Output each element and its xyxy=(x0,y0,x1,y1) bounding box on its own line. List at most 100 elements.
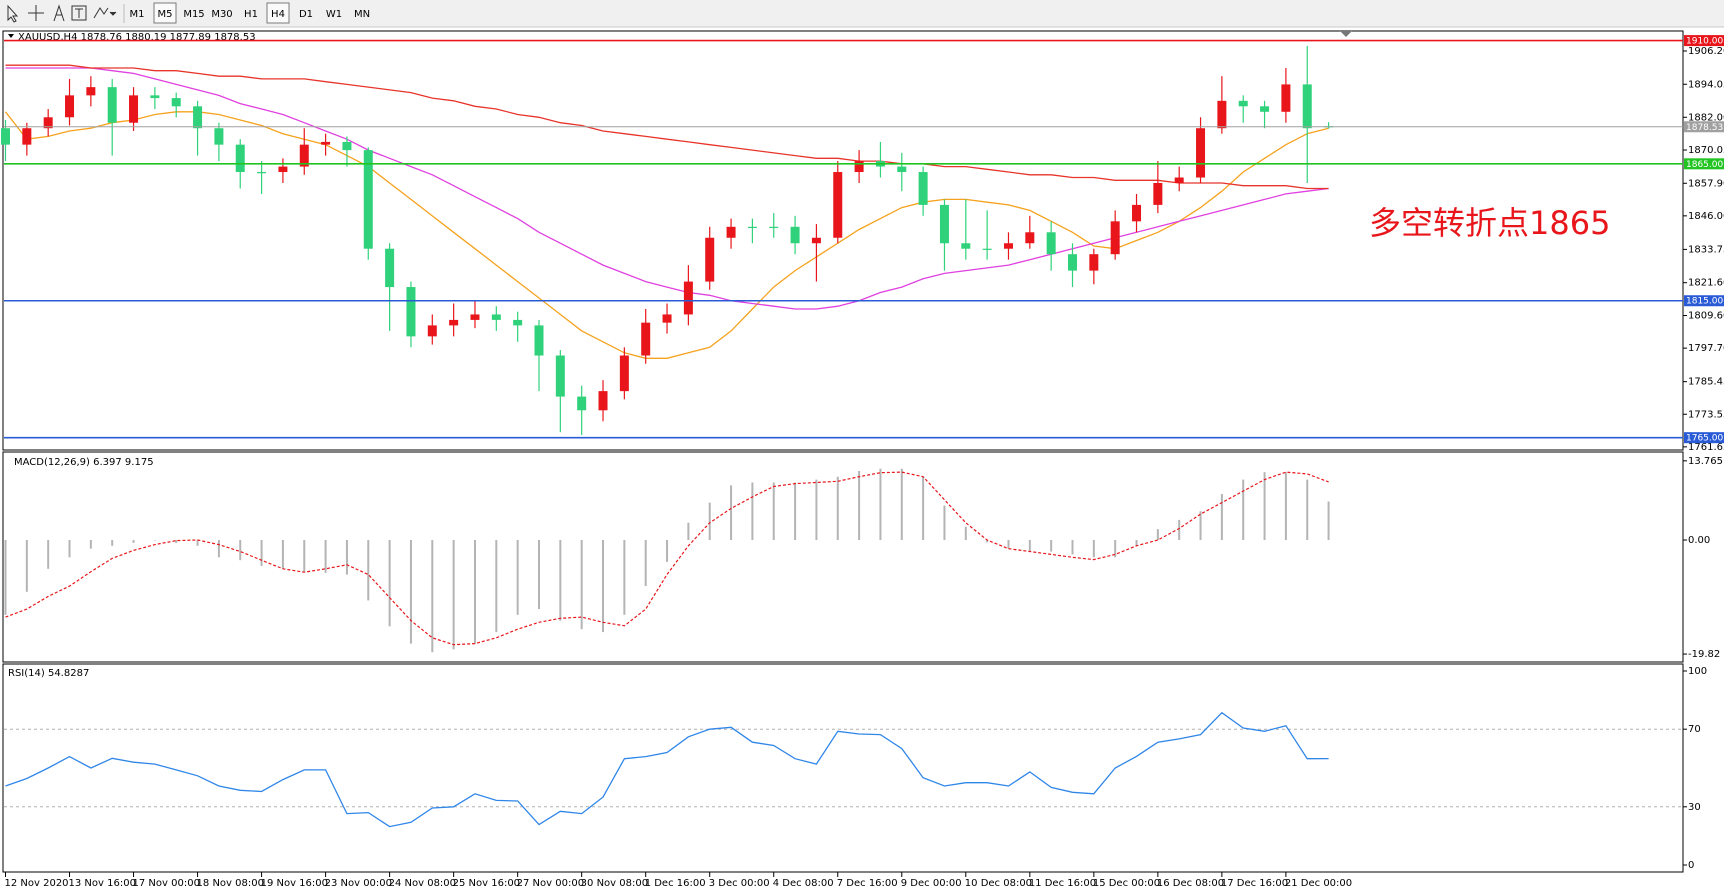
macd-bar xyxy=(772,482,775,541)
candle-body xyxy=(171,98,181,107)
candle-body xyxy=(833,172,843,238)
y-tick-label: 0.00 xyxy=(1688,535,1710,546)
candle-body xyxy=(961,243,971,249)
macd-bar xyxy=(1135,540,1138,546)
x-tick-label: 13 Nov 16:00 xyxy=(69,878,136,889)
candle-body xyxy=(897,166,907,173)
timeframe-button[interactable] xyxy=(266,2,290,24)
macd-bar xyxy=(815,479,818,541)
candle-body xyxy=(1260,106,1270,112)
macd-bar xyxy=(89,540,92,549)
candle-body xyxy=(214,128,224,145)
candle-body xyxy=(683,281,693,315)
macd-bar xyxy=(196,540,199,546)
y-tick-label: 1761.65 xyxy=(1688,442,1724,453)
price-level-box xyxy=(1684,295,1724,307)
candle-body xyxy=(811,237,821,244)
macd-bar xyxy=(687,522,690,541)
macd-bar xyxy=(1007,540,1010,549)
macd-signal xyxy=(5,471,1329,646)
macd-bar xyxy=(1114,540,1117,558)
macd-bar xyxy=(1156,529,1159,541)
candle-body xyxy=(235,144,245,173)
macd-bar xyxy=(132,540,135,543)
candle-body xyxy=(129,95,139,123)
text-icon[interactable] xyxy=(53,4,65,22)
y-tick-label: 1870.05 xyxy=(1688,145,1724,156)
macd-bar xyxy=(303,540,306,572)
x-tick-label: 11 Dec 16:00 xyxy=(1029,878,1096,889)
candle-body xyxy=(854,161,864,173)
candle-body xyxy=(726,226,736,238)
candle-body xyxy=(662,314,672,323)
x-tick-label: 12 Nov 2020 xyxy=(5,878,69,889)
macd-bar xyxy=(1220,494,1223,541)
y-tick-label: 100 xyxy=(1688,666,1707,677)
price-level-label: 1865.00 xyxy=(1686,160,1723,170)
y-tick-label: 1894.05 xyxy=(1688,79,1724,90)
macd-bar xyxy=(580,540,583,630)
candle-body xyxy=(619,355,629,392)
y-tick-label: 1833.75 xyxy=(1688,244,1724,255)
candle-body xyxy=(86,87,96,96)
shapes-icon[interactable] xyxy=(93,7,109,19)
macd-bar xyxy=(495,540,498,633)
macd-bar xyxy=(153,540,156,541)
timeframe-button[interactable] xyxy=(153,2,177,24)
candle-body xyxy=(470,314,480,320)
candle-body xyxy=(321,141,331,145)
macd-bar xyxy=(1071,540,1074,555)
macd-bar xyxy=(68,540,71,558)
candle-body xyxy=(769,226,779,229)
y-tick-label: 1809.60 xyxy=(1688,311,1724,322)
candle-body xyxy=(1196,128,1206,178)
y-tick-label: 1857.90 xyxy=(1688,178,1724,189)
y-tick-label: 1821.60 xyxy=(1688,278,1724,289)
x-tick-label: 9 Dec 00:00 xyxy=(901,878,962,889)
dropdown-arrow[interactable] xyxy=(109,11,117,16)
macd-bar xyxy=(409,540,412,644)
candle-body xyxy=(534,325,544,356)
macd-bar xyxy=(1178,519,1181,541)
macd-bar xyxy=(623,540,626,615)
x-tick-label: 17 Nov 00:00 xyxy=(133,878,200,889)
y-tick-label: 1773.55 xyxy=(1688,409,1724,420)
macd-bar xyxy=(175,540,178,543)
moving-average xyxy=(5,64,1329,190)
macd-bar xyxy=(25,540,28,592)
price-level-label: 1815.00 xyxy=(1686,297,1723,307)
rsi-panel xyxy=(2,663,1684,873)
candle-body xyxy=(513,319,523,326)
candle-body xyxy=(363,150,373,249)
candle-body xyxy=(406,287,416,337)
cursor-icon[interactable] xyxy=(7,4,19,23)
candle-body xyxy=(1,128,10,145)
x-tick-label: 3 Dec 00:00 xyxy=(709,878,770,889)
macd-bar xyxy=(879,468,882,541)
candle-body xyxy=(1238,100,1248,107)
candle-body xyxy=(427,325,437,337)
macd-bar xyxy=(559,540,562,621)
macd-bar xyxy=(324,540,327,573)
price-level-box xyxy=(1684,35,1724,47)
macd-bar xyxy=(986,540,989,543)
candle-body xyxy=(1003,243,1013,249)
crosshair-icon[interactable] xyxy=(28,5,44,21)
macd-bar xyxy=(345,540,348,575)
macd-bar xyxy=(1242,479,1245,541)
macd-bar xyxy=(1199,511,1202,541)
candle-body xyxy=(577,396,587,411)
macd-bar xyxy=(388,540,391,627)
candle-body xyxy=(1302,84,1312,129)
label-icon[interactable] xyxy=(71,5,87,21)
x-tick-label: 1 Dec 16:00 xyxy=(645,878,706,889)
macd-bar xyxy=(794,482,797,541)
candle-body xyxy=(385,248,395,288)
candle-body xyxy=(939,204,949,244)
macd-bar xyxy=(836,476,839,541)
macd-bar xyxy=(708,502,711,541)
y-tick-label: 30 xyxy=(1688,802,1701,813)
candle-body xyxy=(22,128,32,145)
macd-bar xyxy=(1050,540,1053,552)
